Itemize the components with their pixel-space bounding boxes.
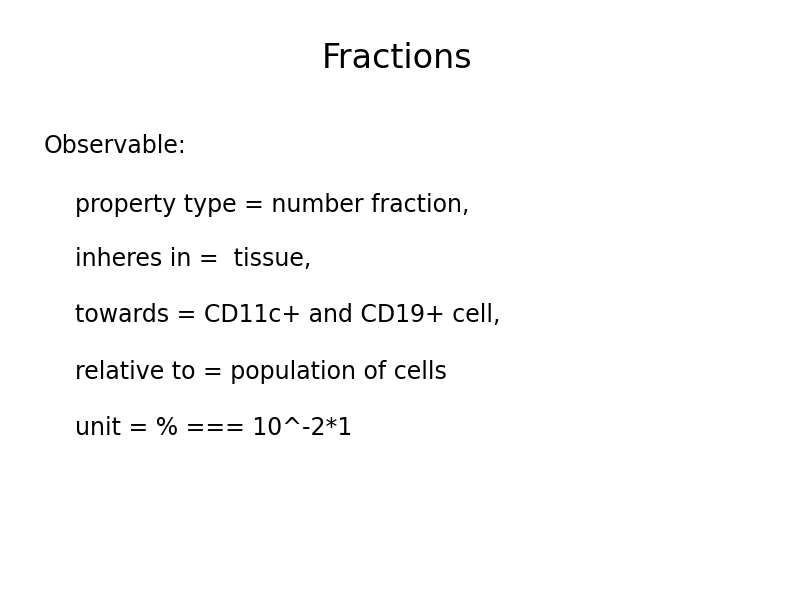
Text: property type = number fraction,: property type = number fraction,: [75, 193, 470, 217]
Text: unit = % === 10^-2*1: unit = % === 10^-2*1: [75, 416, 353, 440]
Text: inheres in =  tissue,: inheres in = tissue,: [75, 247, 312, 271]
Text: Observable:: Observable:: [44, 134, 187, 158]
Text: Fractions: Fractions: [322, 42, 472, 74]
Text: towards = CD11c+ and CD19+ cell,: towards = CD11c+ and CD19+ cell,: [75, 303, 501, 327]
Text: relative to = population of cells: relative to = population of cells: [75, 360, 447, 384]
